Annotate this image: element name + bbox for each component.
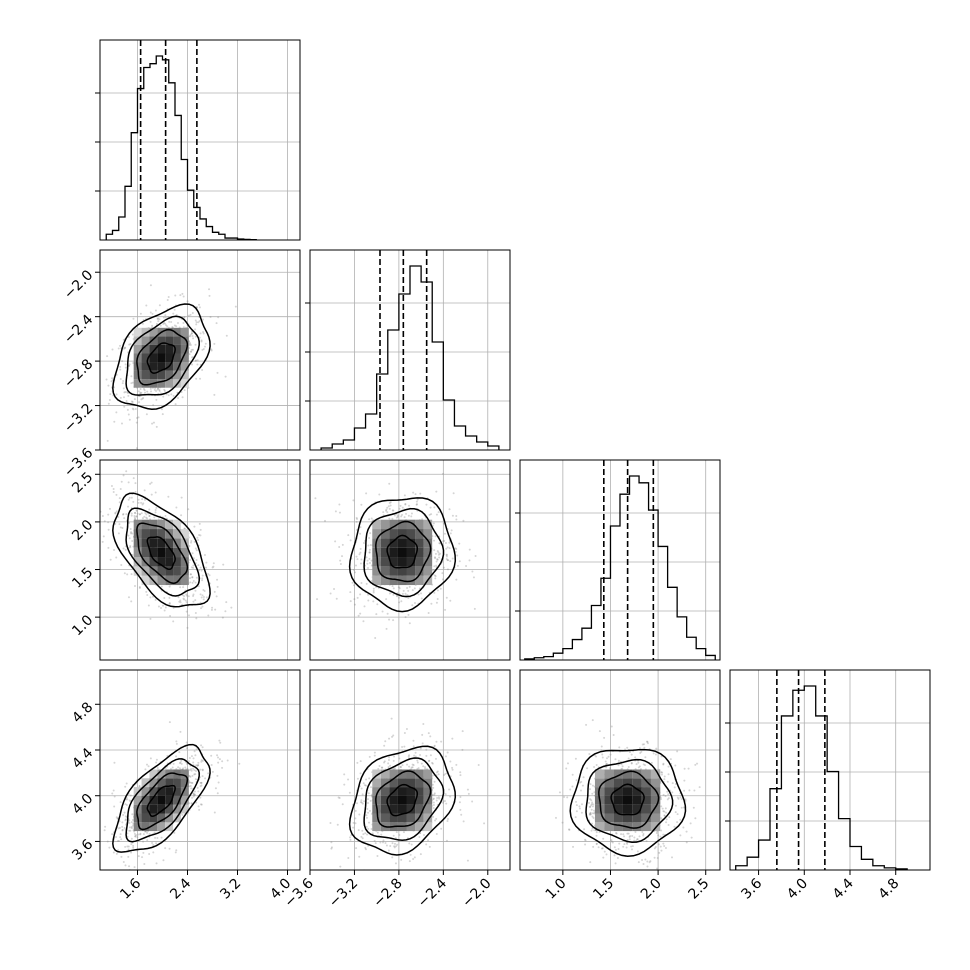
x-tick-label: 4.8: [875, 876, 902, 903]
contour-3: [348, 745, 457, 856]
histogram-3: [735, 685, 908, 870]
panel-frame: [99, 249, 301, 451]
x-tick-label: −3.2: [326, 876, 361, 911]
panel-frame: [729, 669, 931, 871]
x-tick-label: 4.0: [784, 876, 811, 903]
contour-0: [146, 342, 176, 374]
contour-3: [112, 303, 211, 410]
contour-3: [348, 497, 457, 613]
panel-1-1: [305, 249, 511, 451]
density-blocks: [594, 769, 661, 832]
contour-1: [375, 520, 432, 583]
y-tick-label: 4.8: [69, 699, 96, 726]
panel-1-0: −3.6−3.2−2.8−2.4−2.0: [61, 249, 301, 480]
panel-frame: [309, 669, 511, 871]
panel-frame: [309, 459, 511, 661]
panel-frame: [99, 669, 301, 871]
x-tick-label: −2.0: [459, 876, 494, 911]
panel-3-0: 3.64.04.44.81.6 2.4 3.2 4.0: [69, 669, 301, 903]
contour-0: [610, 783, 645, 816]
histogram-1: [320, 265, 500, 450]
x-tick-label: 2.5: [685, 876, 712, 903]
contour-0: [146, 536, 176, 571]
contour-2: [363, 508, 445, 598]
y-tick-label: −2.0: [61, 267, 96, 302]
panel-frame: [309, 249, 511, 451]
panel-2-0: 1.01.52.02.5: [69, 459, 301, 661]
y-tick-label: 2.0: [69, 517, 96, 544]
y-tick-label: −3.2: [61, 401, 96, 436]
contour-2: [125, 507, 200, 597]
x-tick-label: 4.4: [830, 875, 857, 902]
y-tick-label: 4.4: [69, 745, 96, 772]
y-tick-label: 1.0: [69, 612, 96, 639]
x-tick-label: 3.6: [738, 875, 765, 902]
contour-0: [146, 784, 176, 817]
panel-frame: [99, 39, 301, 241]
contour-1: [598, 770, 660, 829]
contour-2: [363, 757, 445, 841]
y-tick-label: 4.0: [69, 791, 96, 818]
histogram-0: [105, 55, 257, 240]
panel-frame: [519, 459, 721, 661]
panel-frame: [519, 669, 721, 871]
contour-2: [125, 315, 200, 396]
contour-2: [585, 758, 674, 843]
contour-3: [112, 492, 211, 608]
density-blocks: [372, 769, 433, 832]
panel-0-0: [95, 39, 301, 241]
contour-1: [375, 770, 432, 828]
contour-1: [136, 522, 189, 585]
panel-3-2: 1.0 1.5 2.0 2.5: [519, 669, 721, 903]
contour-0: [386, 534, 419, 569]
panel-2-2: [515, 459, 721, 661]
contour-0: [386, 783, 419, 817]
y-tick-label: −2.8: [61, 356, 96, 391]
contour-3: [569, 748, 687, 857]
histogram-2: [524, 475, 716, 660]
x-tick-label: 2.0: [638, 876, 665, 903]
x-tick-label: −2.4: [415, 875, 450, 910]
panel-3-1: −3.6 −3.2 −2.8 −2.4 −2.0: [281, 669, 511, 911]
x-tick-label: 1.5: [590, 876, 617, 903]
x-tick-label: 2.4: [167, 875, 194, 902]
x-tick-label: 1.0: [543, 876, 570, 903]
x-tick-label: 3.2: [217, 876, 244, 903]
panel-3-3: 3.6 4.0 4.4 4.8: [725, 669, 931, 903]
contour-3: [112, 743, 211, 853]
panel-frame: [99, 459, 301, 661]
y-tick-label: 1.5: [69, 565, 96, 592]
x-tick-label: −2.8: [370, 876, 405, 911]
y-tick-label: 3.6: [69, 836, 96, 863]
panel-2-1: [309, 459, 511, 661]
y-tick-label: −2.4: [61, 312, 96, 347]
x-tick-label: 1.6: [117, 875, 144, 902]
contour-1: [136, 772, 189, 831]
contour-1: [136, 328, 189, 386]
contour-2: [125, 758, 200, 843]
